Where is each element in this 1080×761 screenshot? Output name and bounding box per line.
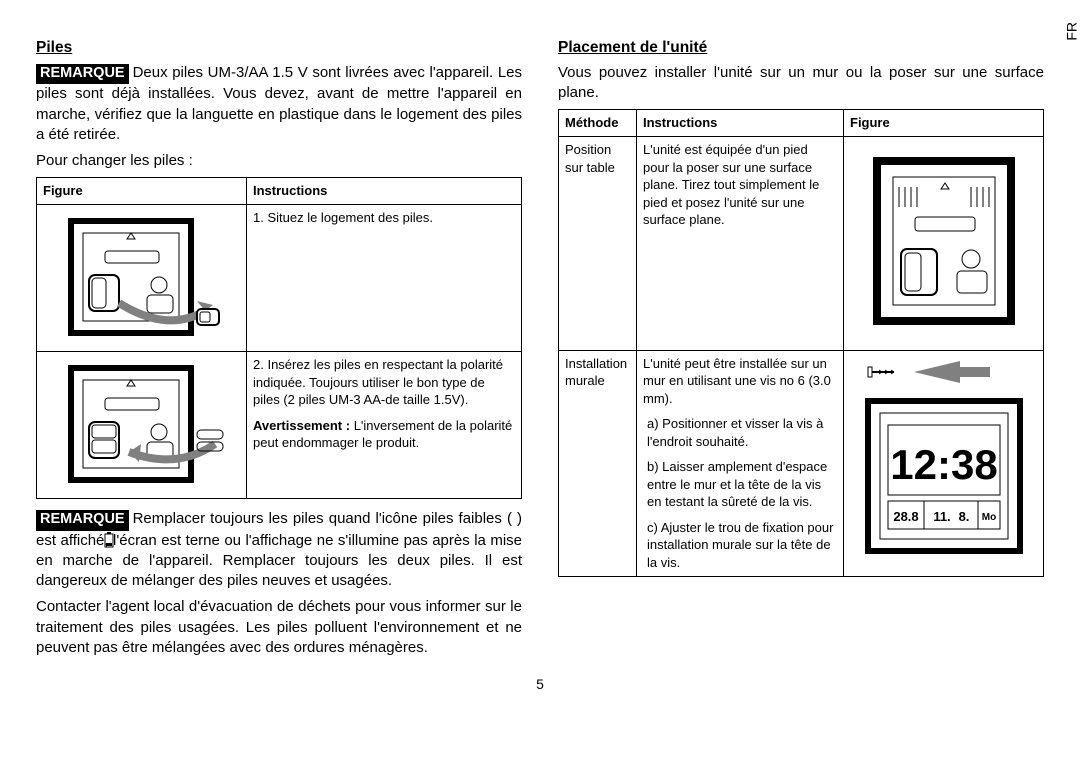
piles-th-instructions: Instructions: [247, 178, 522, 205]
placement-row2-instr: L'unité peut être installée sur un mur e…: [643, 355, 837, 408]
page-number: 5: [0, 676, 1080, 692]
placement-step-a: a) Positionner et visser la vis à l'endr…: [643, 415, 837, 450]
low-battery-icon: [102, 531, 116, 549]
language-tag: FR: [1064, 22, 1080, 41]
placement-step-b: b) Laisser amplement d'espace entre le m…: [643, 458, 837, 511]
remark-pill: REMARQUE: [36, 510, 129, 531]
disposal-text: Contacter l'agent local d'évacuation de …: [36, 597, 522, 658]
svg-text:Mo: Mo: [981, 512, 995, 523]
svg-text:28.8: 28.8: [893, 509, 918, 524]
placement-step-c: c) Ajuster le trou de fixation pour inst…: [643, 519, 837, 572]
left-column: Piles REMARQUEDeux piles UM-3/AA 1.5 V s…: [36, 38, 522, 664]
placement-row2-method: Installation murale: [559, 350, 637, 576]
table-row: 1. Situez le logement des piles.: [37, 205, 522, 352]
piles-row2-instr: 2. Insérez les piles en respectant la po…: [253, 356, 515, 409]
piles-row2-warning: Avertissement : L'inversement de la pola…: [253, 417, 515, 452]
piles-table: Figure Instructions: [36, 177, 522, 499]
figure-battery-locate-icon: [57, 213, 227, 343]
svg-text:11.: 11.: [933, 509, 950, 524]
table-row: Installation murale L'unité peut être in…: [559, 350, 1044, 576]
placement-th-method: Méthode: [559, 110, 637, 137]
placement-table: Méthode Instructions Figure Position sur…: [558, 109, 1044, 576]
table-row: 2. Insérez les piles en respectant la po…: [37, 352, 522, 499]
figure-battery-insert-icon: [57, 360, 227, 490]
section-title-piles: Piles: [36, 38, 522, 59]
piles-th-figure: Figure: [37, 178, 247, 205]
placement-row1-instr: L'unité est équipée d'un pied pour la po…: [637, 136, 844, 350]
svg-text:12:38: 12:38: [890, 441, 997, 488]
placement-th-instructions: Instructions: [637, 110, 844, 137]
right-column: Placement de l'unité Vous pouvez install…: [558, 38, 1044, 664]
figure-wall-mount-icon: 12:38 28.8 11. 8. Mo: [854, 355, 1034, 565]
piles-intro: REMARQUEDeux piles UM-3/AA 1.5 V sont li…: [36, 63, 522, 145]
svg-text:8.: 8.: [958, 509, 969, 524]
remark-pill: REMARQUE: [36, 64, 129, 85]
change-batteries-label: Pour changer les piles :: [36, 151, 522, 171]
placement-row1-method: Position sur table: [559, 136, 637, 350]
table-row: Position sur table L'unité est équipée d…: [559, 136, 1044, 350]
remark-low-batt: REMARQUERemplacer toujours les piles qua…: [36, 509, 522, 591]
section-title-placement: Placement de l'unité: [558, 38, 1044, 59]
placement-intro: Vous pouvez installer l'unité sur un mur…: [558, 63, 1044, 104]
placement-th-figure: Figure: [844, 110, 1044, 137]
piles-row1-instr: 1. Situez le logement des piles.: [247, 205, 522, 352]
figure-table-stand-icon: [859, 141, 1029, 341]
